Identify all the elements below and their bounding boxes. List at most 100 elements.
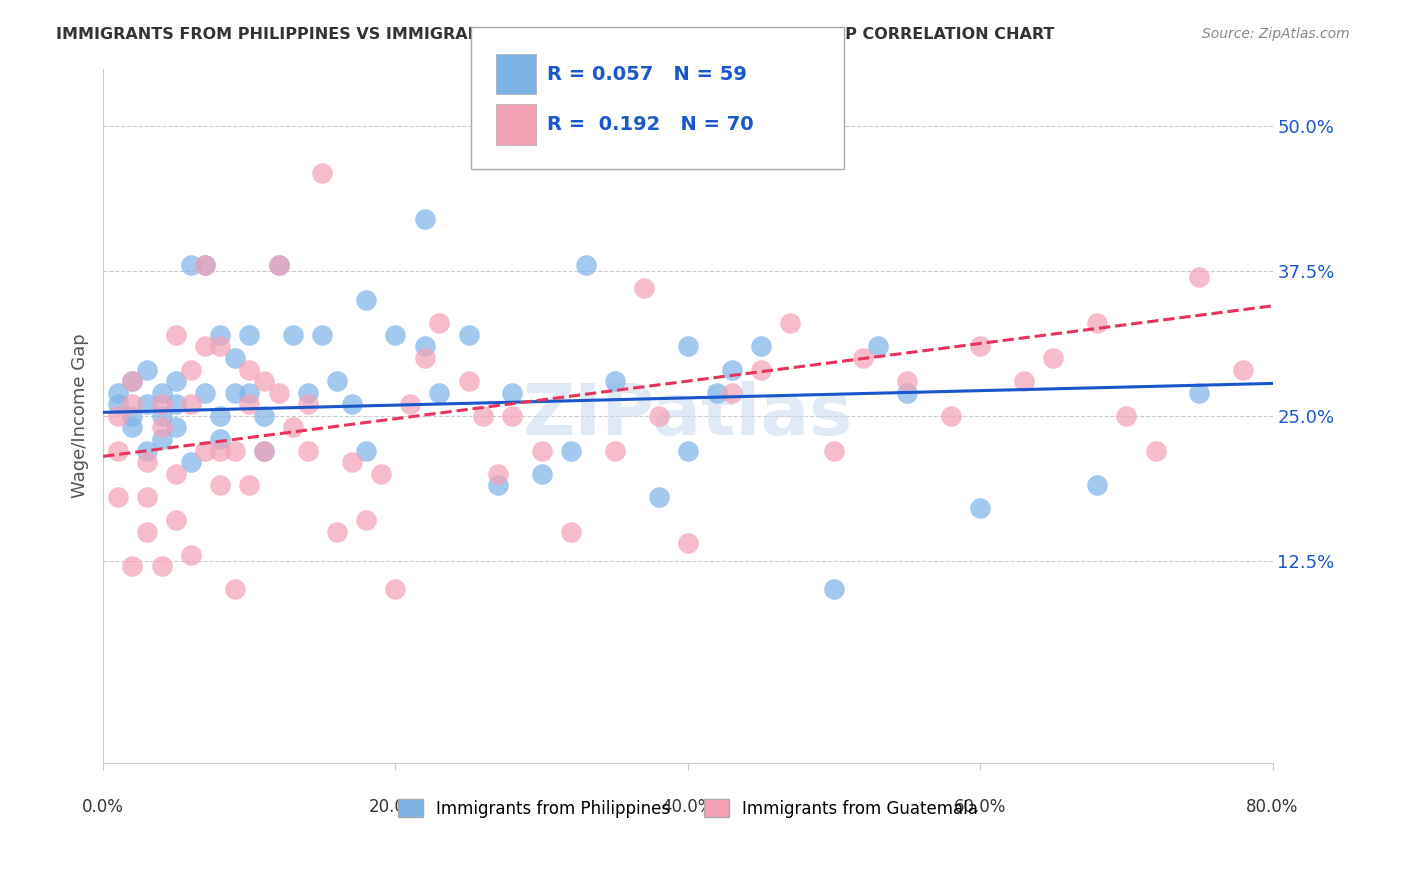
Point (486, 478, 509, 492)
Point (311, 166, 333, 180)
Point (823, 443, 845, 458)
Point (574, 258, 596, 272)
Point (238, 478, 260, 492)
Point (165, 397, 187, 411)
Text: R = 0.057   N = 59: R = 0.057 N = 59 (547, 64, 747, 84)
Point (779, 316, 801, 330)
Point (209, 339, 232, 353)
Point (150, 385, 173, 400)
Point (1188, 385, 1211, 400)
Point (136, 362, 159, 376)
Point (969, 501, 991, 516)
Point (238, 385, 260, 400)
Point (150, 432, 173, 446)
Point (297, 397, 319, 411)
Point (165, 374, 187, 388)
Point (457, 327, 479, 342)
Point (253, 409, 276, 423)
Point (384, 327, 406, 342)
Point (238, 397, 260, 411)
Point (720, 362, 742, 376)
Point (340, 455, 363, 469)
Point (238, 362, 260, 376)
Point (413, 351, 436, 365)
Text: Source: ZipAtlas.com: Source: ZipAtlas.com (1202, 27, 1350, 41)
Point (136, 443, 159, 458)
Point (486, 467, 509, 481)
Point (107, 385, 129, 400)
Point (165, 467, 187, 481)
Point (209, 409, 232, 423)
Point (603, 443, 626, 458)
Text: IMMIGRANTS FROM PHILIPPINES VS IMMIGRANTS FROM GUATEMALA WAGE/INCOME GAP CORRELA: IMMIGRANTS FROM PHILIPPINES VS IMMIGRANT… (56, 27, 1054, 42)
Point (224, 582, 246, 597)
Point (150, 559, 173, 574)
Point (283, 327, 305, 342)
Point (253, 443, 276, 458)
Point (1232, 362, 1254, 376)
Point (150, 420, 173, 434)
Point (136, 490, 159, 504)
Point (121, 409, 143, 423)
Point (1188, 269, 1211, 284)
Point (852, 351, 875, 365)
Point (354, 443, 377, 458)
Point (180, 548, 202, 562)
Point (969, 339, 991, 353)
Point (896, 385, 918, 400)
Point (224, 443, 246, 458)
Point (603, 374, 626, 388)
Point (896, 374, 918, 388)
Point (354, 293, 377, 307)
Point (1115, 409, 1137, 423)
Point (136, 524, 159, 539)
Text: 0.0%: 0.0% (82, 797, 124, 816)
Point (866, 339, 889, 353)
Point (121, 374, 143, 388)
Point (1012, 374, 1035, 388)
Point (297, 385, 319, 400)
Point (749, 339, 772, 353)
Point (238, 327, 260, 342)
Point (267, 258, 290, 272)
Text: ZIPatlas: ZIPatlas (523, 381, 853, 450)
Point (253, 374, 276, 388)
Point (370, 467, 392, 481)
Point (209, 443, 232, 458)
Point (283, 420, 305, 434)
Point (633, 281, 655, 295)
Point (1085, 478, 1108, 492)
Point (1085, 316, 1108, 330)
Point (530, 467, 553, 481)
Text: 40.0%: 40.0% (662, 797, 714, 816)
Point (194, 258, 217, 272)
Point (224, 351, 246, 365)
Point (165, 420, 187, 434)
Point (194, 258, 217, 272)
Point (413, 212, 436, 227)
Point (180, 258, 202, 272)
Point (560, 524, 582, 539)
Point (311, 327, 333, 342)
Point (209, 432, 232, 446)
Point (107, 397, 129, 411)
Point (180, 455, 202, 469)
Point (150, 397, 173, 411)
Point (267, 258, 290, 272)
Point (297, 443, 319, 458)
Point (823, 582, 845, 597)
Point (180, 362, 202, 376)
Point (1042, 351, 1064, 365)
Point (354, 513, 377, 527)
Y-axis label: Wage/Income Gap: Wage/Income Gap (72, 334, 89, 499)
Point (150, 409, 173, 423)
Point (209, 327, 232, 342)
Point (749, 362, 772, 376)
Point (209, 478, 232, 492)
Point (107, 490, 129, 504)
Legend: Immigrants from Philippines, Immigrants from Guatemala: Immigrants from Philippines, Immigrants … (391, 793, 984, 824)
Text: 60.0%: 60.0% (955, 797, 1007, 816)
Point (472, 409, 495, 423)
Point (647, 409, 669, 423)
Point (457, 374, 479, 388)
